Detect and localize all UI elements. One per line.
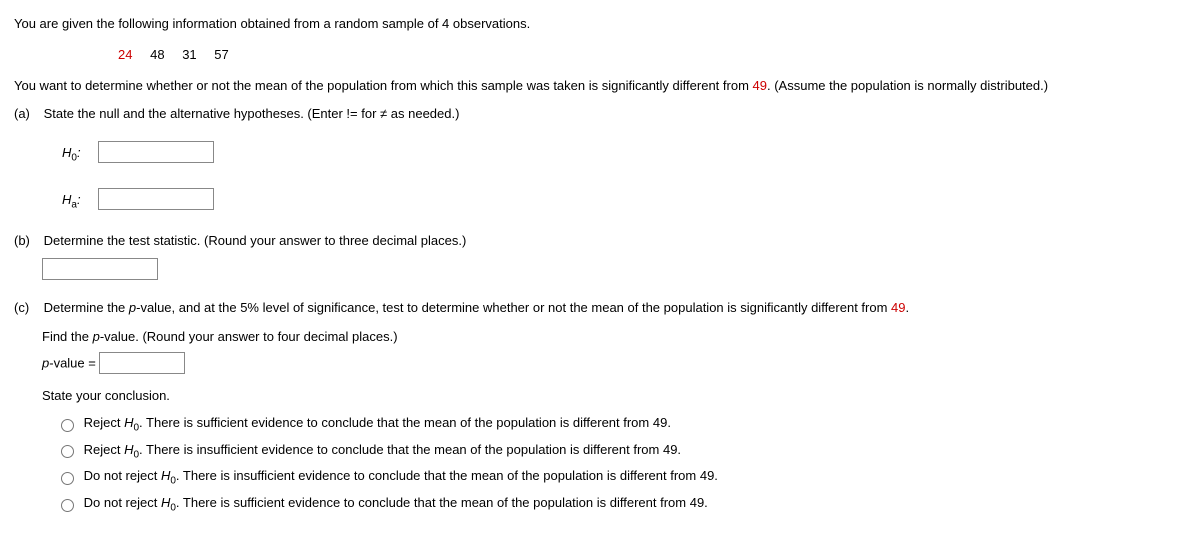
data-value-2: 48: [150, 47, 164, 62]
conclusion-option-2[interactable]: Reject H0. There is insufficient evidenc…: [56, 440, 1186, 464]
conclusion-header: State your conclusion.: [42, 386, 1186, 407]
test-statistic-input[interactable]: [42, 258, 158, 280]
data-value-1: 24: [118, 47, 132, 62]
radio-option-4[interactable]: [61, 499, 74, 512]
find-p-text: Find the p-value. (Round your answer to …: [42, 327, 1186, 348]
ha-input[interactable]: [98, 188, 214, 210]
part-b-text: Determine the test statistic. (Round you…: [44, 233, 467, 248]
radio-option-1[interactable]: [61, 419, 74, 432]
intro-line-2b: . (Assume the population is normally dis…: [767, 78, 1048, 93]
part-c-text: Determine the p-value, and at the 5% lev…: [44, 300, 910, 315]
part-c-label: (c): [14, 298, 40, 319]
intro-line-1: You are given the following information …: [14, 14, 1186, 35]
p-value-input[interactable]: [99, 352, 185, 374]
radio-option-3[interactable]: [61, 472, 74, 485]
p-value-row: p-value =: [42, 352, 1186, 374]
data-value-3: 31: [182, 47, 196, 62]
intro-line-2: You want to determine whether or not the…: [14, 76, 1186, 97]
h0-input[interactable]: [98, 141, 214, 163]
part-a-text: State the null and the alternative hypot…: [44, 106, 460, 121]
part-a-label: (a): [14, 104, 40, 125]
h0-label: H0:: [62, 143, 94, 167]
intro-line-2a: You want to determine whether or not the…: [14, 78, 753, 93]
part-b-label: (b): [14, 231, 40, 252]
conclusion-option-3[interactable]: Do not reject H0. There is insufficient …: [56, 466, 1186, 490]
part-b-row: (b) Determine the test statistic. (Round…: [14, 231, 1186, 252]
part-a-row: (a) State the null and the alternative h…: [14, 104, 1186, 125]
ha-label: Ha:: [62, 190, 94, 214]
sample-data: 24 48 31 57: [118, 45, 1186, 66]
p-value-eq: -value =: [49, 356, 96, 371]
target-value: 49: [753, 78, 767, 93]
conclusion-option-4[interactable]: Do not reject H0. There is sufficient ev…: [56, 493, 1186, 517]
radio-option-2[interactable]: [61, 445, 74, 458]
conclusion-option-1[interactable]: Reject H0. There is sufficient evidence …: [56, 413, 1186, 437]
data-value-4: 57: [214, 47, 228, 62]
part-c-row: (c) Determine the p-value, and at the 5%…: [14, 298, 1186, 319]
